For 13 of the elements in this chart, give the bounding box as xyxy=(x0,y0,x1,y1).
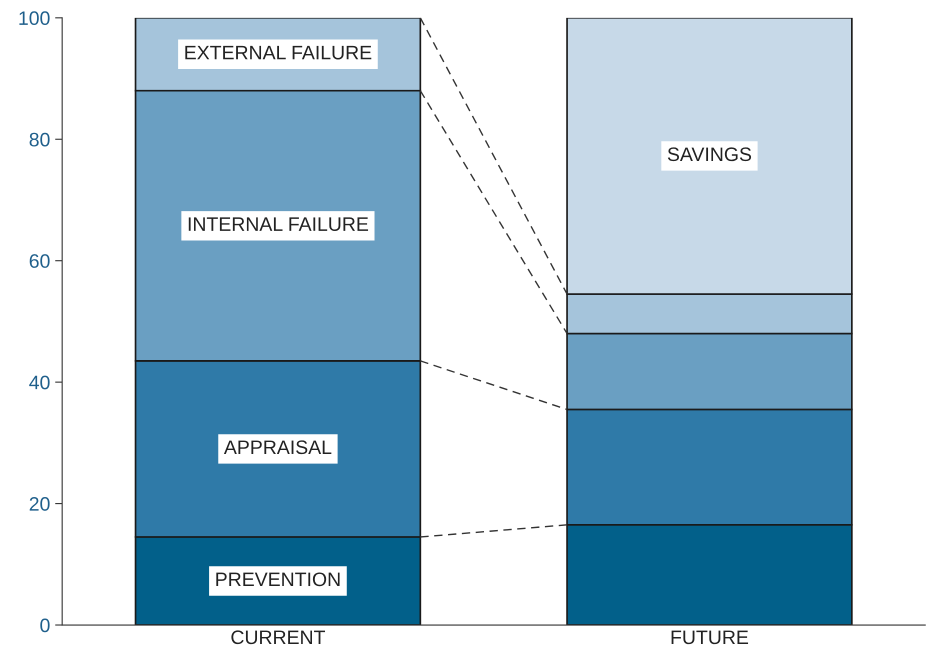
series-label: INTERNAL FAILURE xyxy=(188,217,368,232)
series-label: EXTERNAL FAILURE xyxy=(185,46,372,60)
y-tick-label: 80 xyxy=(30,132,50,146)
y-tick-label: 40 xyxy=(29,376,50,390)
x-tick-label: CURRENT xyxy=(231,630,326,644)
y-tick-label: 20 xyxy=(30,497,50,511)
y-tick-label: 0 xyxy=(40,618,50,632)
series-label: PREVENTION xyxy=(216,572,340,586)
x-tick-label: FUTURE xyxy=(672,630,748,644)
series-label: APPRAISAL xyxy=(224,440,332,454)
y-tick-label: 60 xyxy=(30,254,50,268)
y-tick-label: 100 xyxy=(19,11,50,26)
series-label: SAVINGS xyxy=(668,147,752,162)
